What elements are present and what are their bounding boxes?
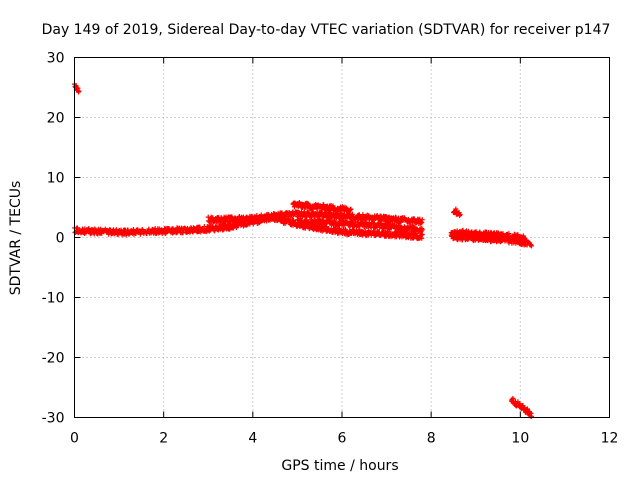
x-tick-label: 6 bbox=[338, 431, 347, 447]
x-tick-label: 12 bbox=[601, 431, 619, 447]
y-tick-label: 20 bbox=[47, 111, 65, 127]
x-axis-label: GPS time / hours bbox=[281, 458, 398, 474]
data-points bbox=[72, 81, 534, 419]
data-point bbox=[506, 231, 512, 237]
y-tick-label: -20 bbox=[42, 351, 65, 367]
x-tick-label: 8 bbox=[427, 431, 436, 447]
data-point bbox=[348, 206, 354, 212]
grid-lines bbox=[74, 57, 610, 418]
data-point bbox=[528, 413, 534, 419]
y-tick-label: 30 bbox=[47, 51, 65, 67]
data-point bbox=[528, 243, 534, 249]
y-tick-label: -10 bbox=[42, 291, 65, 307]
y-tick-label: -30 bbox=[42, 411, 65, 427]
data-point bbox=[457, 212, 463, 218]
y-tick-label: 0 bbox=[56, 231, 65, 247]
y-tick-label: 10 bbox=[47, 171, 65, 187]
x-tick-label: 10 bbox=[511, 431, 529, 447]
chart-title: Day 149 of 2019, Sidereal Day-to-day VTE… bbox=[42, 22, 611, 38]
data-point bbox=[419, 232, 425, 238]
x-tick-label: 2 bbox=[159, 431, 168, 447]
plot-frame bbox=[74, 57, 610, 418]
x-tick-label: 4 bbox=[248, 431, 257, 447]
data-point bbox=[349, 211, 355, 217]
data-point bbox=[419, 227, 425, 233]
data-point bbox=[419, 217, 425, 223]
x-tick-label: 0 bbox=[70, 431, 79, 447]
data-point bbox=[524, 406, 530, 412]
y-axis-label: SDTVAR / TECUs bbox=[8, 181, 24, 296]
data-point bbox=[522, 235, 528, 241]
x-tick-labels: 0 2 4 6 8 10 12 bbox=[70, 431, 618, 447]
data-point bbox=[76, 88, 82, 94]
y-tick-labels: -30 -20 -10 0 10 20 30 bbox=[42, 51, 65, 427]
